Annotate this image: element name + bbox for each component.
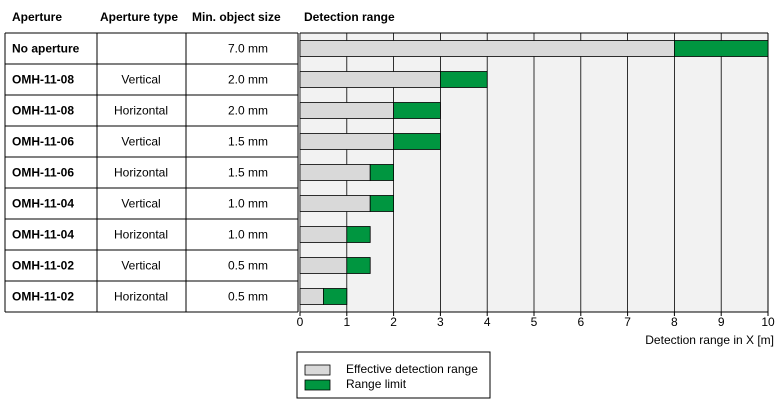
bar: [299, 102, 394, 119]
object-size: 0.5 mm: [228, 259, 268, 273]
x-tick-label: 1: [343, 315, 350, 329]
x-tick-label: 2: [390, 315, 397, 329]
object-size: 1.5 mm: [228, 135, 268, 149]
bar: [299, 257, 348, 274]
aperture: OMH-11-02: [12, 290, 74, 304]
aperture: OMH-11-02: [12, 259, 74, 273]
bar: [299, 71, 441, 88]
object-size: 2.0 mm: [228, 73, 268, 87]
bar: [299, 288, 324, 305]
bar: [369, 164, 395, 181]
legend-swatch: [304, 379, 331, 391]
bar: [674, 40, 769, 57]
aperture: OMH-11-08: [12, 73, 74, 87]
legend-label: Effective detection range: [346, 362, 478, 376]
x-axis-label: Detection range in X [m]: [645, 333, 774, 347]
x-tick-label: 8: [671, 315, 678, 329]
aperture-type: Horizontal: [114, 104, 168, 118]
aperture-type: Vertical: [121, 197, 160, 211]
legend-swatch: [304, 364, 331, 376]
bar: [299, 133, 394, 150]
aperture: No aperture: [12, 42, 80, 56]
aperture-type: Horizontal: [114, 290, 168, 304]
bar: [393, 102, 441, 119]
aperture-type: Vertical: [121, 73, 160, 87]
bar: [322, 288, 348, 305]
object-size: 1.0 mm: [228, 197, 268, 211]
x-tick-label: 3: [437, 315, 444, 329]
chart-title: Detection range: [304, 10, 395, 24]
aperture-type: Horizontal: [114, 166, 168, 180]
header: Min. object size: [192, 10, 281, 24]
object-size: 1.5 mm: [228, 166, 268, 180]
aperture: OMH-11-06: [12, 166, 74, 180]
bar: [346, 226, 371, 243]
bar: [346, 257, 371, 274]
bar: [299, 226, 348, 243]
x-tick-label: 0: [297, 315, 304, 329]
object-size: 2.0 mm: [228, 104, 268, 118]
x-tick-label: 6: [577, 315, 584, 329]
aperture: OMH-11-04: [12, 197, 74, 211]
x-tick-label: 4: [484, 315, 491, 329]
bar: [299, 164, 371, 181]
bar: [369, 195, 395, 212]
bar: [393, 133, 441, 150]
x-tick-label: 10: [761, 315, 775, 329]
bar: [299, 40, 675, 57]
bar: [299, 195, 371, 212]
object-size: 1.0 mm: [228, 228, 268, 242]
aperture-type: Vertical: [121, 135, 160, 149]
aperture-type: Horizontal: [114, 228, 168, 242]
header: Aperture: [12, 10, 62, 24]
object-size: 7.0 mm: [228, 42, 268, 56]
legend-label: Range limit: [346, 377, 407, 391]
aperture: OMH-11-04: [12, 228, 74, 242]
object-size: 0.5 mm: [228, 290, 268, 304]
x-tick-label: 5: [531, 315, 538, 329]
aperture: OMH-11-06: [12, 135, 74, 149]
aperture-type: Vertical: [121, 259, 160, 273]
x-tick-label: 9: [718, 315, 725, 329]
aperture: OMH-11-08: [12, 104, 74, 118]
header: Aperture type: [100, 10, 178, 24]
x-tick-label: 7: [624, 315, 631, 329]
bar: [439, 71, 488, 88]
